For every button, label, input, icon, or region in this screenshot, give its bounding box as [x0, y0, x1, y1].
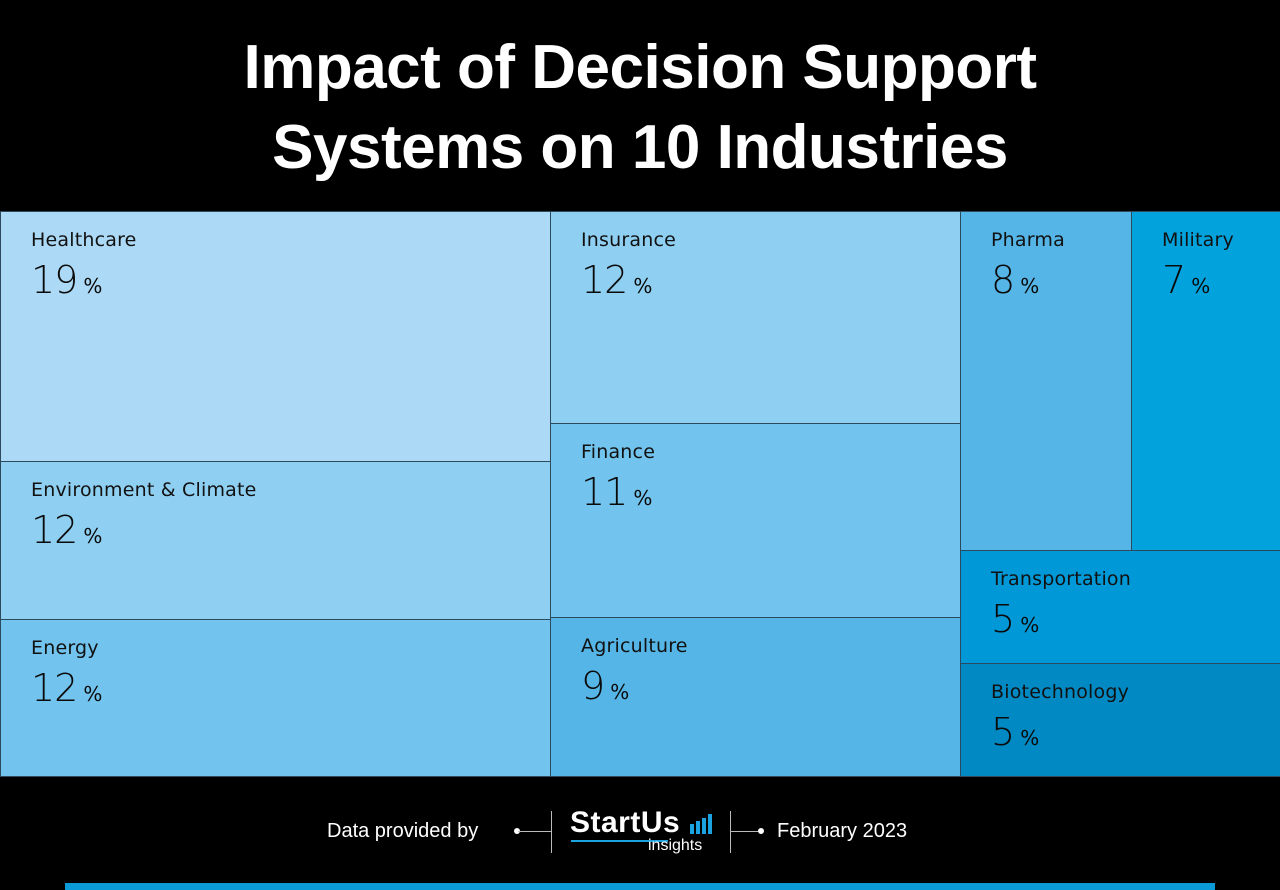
logo-underline [571, 840, 668, 842]
tile-value: 11% [581, 470, 652, 514]
tile-label: Military [1162, 229, 1234, 251]
date-label: February 2023 [777, 820, 908, 842]
tile-value: 7% [1162, 258, 1210, 302]
tile-value-unit: % [83, 524, 103, 548]
startus-insights-logo[interactable]: StartUs insights [568, 806, 714, 858]
tile-value-number: 5 [991, 710, 1015, 754]
bottom-accent-bar [65, 883, 1215, 890]
tile-value: 12% [31, 666, 102, 710]
connector-dot-left [514, 828, 520, 834]
treemap-tile-biotechnology: Biotechnology 5% [960, 663, 1280, 777]
chart-title: Impact of Decision Support Systems on 10… [0, 28, 1280, 188]
chart-title-line-1: Impact of Decision Support [243, 33, 1037, 102]
treemap: Healthcare 19% Environment & Climate 12% Ene… [0, 211, 1280, 777]
connector-line-left [518, 831, 551, 832]
tile-value-number: 8 [991, 258, 1015, 302]
logo-wordmark: StartUs [570, 806, 681, 839]
logo-subtext: insights [648, 837, 703, 854]
tile-label: Biotechnology [991, 681, 1130, 703]
tile-value-unit: % [1020, 274, 1040, 298]
tile-value-number: 19 [31, 258, 78, 302]
connector-dot-right [758, 828, 764, 834]
bar-chart-icon [690, 814, 712, 834]
data-provided-by-label: Data provided by [327, 820, 479, 842]
tile-value-unit: % [633, 274, 653, 298]
tile-value-unit: % [83, 682, 103, 706]
divider-left [551, 811, 552, 853]
tile-value-number: 11 [581, 470, 628, 514]
treemap-tile-energy: Energy 12% [0, 619, 551, 777]
tile-label: Pharma [991, 229, 1065, 251]
treemap-tile-finance: Finance 11% [550, 423, 961, 618]
tile-value-unit: % [1191, 274, 1211, 298]
tile-label: Environment & Climate [31, 479, 257, 501]
connector-line-right [731, 831, 761, 832]
tile-label: Healthcare [31, 229, 137, 251]
tile-value: 19% [31, 258, 102, 302]
tile-value-number: 9 [581, 664, 605, 708]
treemap-tile-agriculture: Agriculture 9% [550, 617, 961, 777]
tile-value-unit: % [1020, 613, 1040, 637]
tile-value-number: 12 [31, 508, 78, 552]
treemap-tile-environment-climate: Environment & Climate 12% [0, 461, 551, 620]
tile-label: Insurance [581, 229, 677, 251]
tile-value: 12% [581, 258, 652, 302]
divider-right [730, 811, 731, 853]
tile-label: Energy [31, 637, 99, 659]
treemap-tile-healthcare: Healthcare 19% [0, 211, 551, 462]
chart-title-line-2: Systems on 10 Industries [272, 113, 1008, 182]
tile-value: 9% [581, 664, 629, 708]
tile-value-number: 5 [991, 597, 1015, 641]
tile-value-number: 12 [31, 666, 78, 710]
treemap-tile-military: Military 7% [1131, 211, 1280, 551]
tile-value: 12% [31, 508, 102, 552]
tile-value-number: 12 [581, 258, 628, 302]
tile-label: Transportation [991, 568, 1131, 590]
tile-value: 5% [991, 597, 1039, 641]
treemap-tile-transportation: Transportation 5% [960, 550, 1280, 664]
tile-value: 8% [991, 258, 1039, 302]
tile-label: Agriculture [581, 635, 688, 657]
footer: Data provided by StartUs insights Februa… [0, 806, 1280, 858]
treemap-tile-insurance: Insurance 12% [550, 211, 961, 424]
tile-value-unit: % [83, 274, 103, 298]
tile-value: 5% [991, 710, 1039, 754]
tile-value-unit: % [633, 486, 653, 510]
tile-label: Finance [581, 441, 656, 463]
tile-value-number: 7 [1162, 258, 1186, 302]
treemap-tile-pharma: Pharma 8% [960, 211, 1132, 551]
tile-value-unit: % [1020, 726, 1040, 750]
tile-value-unit: % [610, 680, 630, 704]
